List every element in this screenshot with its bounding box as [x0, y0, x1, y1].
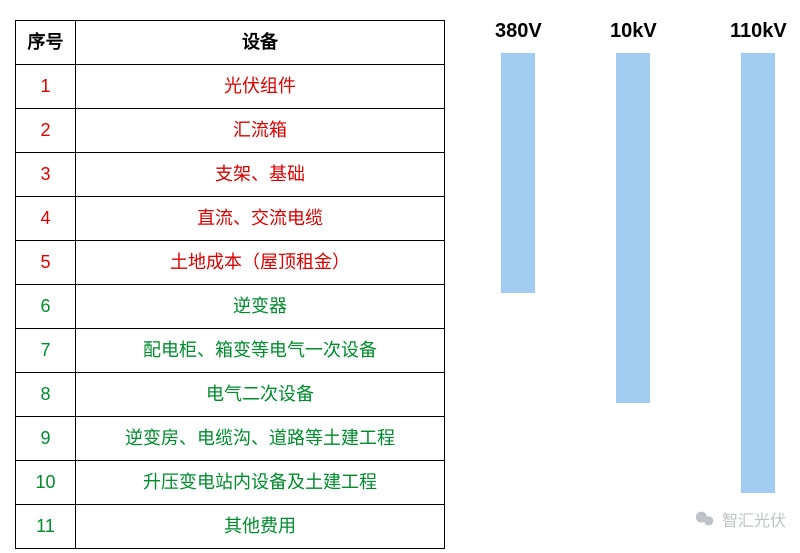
bar-label: 380V — [495, 20, 542, 43]
cell-equipment: 逆变器 — [76, 285, 445, 329]
cell-index: 6 — [16, 285, 76, 329]
bar — [616, 53, 650, 403]
cell-equipment: 其他费用 — [76, 505, 445, 549]
table-row: 11其他费用 — [16, 505, 445, 549]
watermark-text: 智汇光伏 — [722, 507, 786, 531]
cell-index: 3 — [16, 153, 76, 197]
voltage-bar-chart: 380V 10kV 110kV — [465, 20, 790, 543]
bar-column: 110kV — [730, 20, 787, 493]
cell-equipment: 电气二次设备 — [76, 373, 445, 417]
bar-column: 10kV — [610, 20, 657, 403]
equipment-table-wrap: 序号 设备 1光伏组件2汇流箱3支架、基础4直流、交流电缆5土地成本（屋顶租金）… — [15, 20, 445, 543]
bar-label: 10kV — [610, 20, 657, 43]
table-header-row: 序号 设备 — [16, 21, 445, 65]
wechat-icon — [694, 508, 716, 530]
bar-column: 380V — [495, 20, 542, 293]
cell-index: 11 — [16, 505, 76, 549]
table-row: 4直流、交流电缆 — [16, 197, 445, 241]
cell-index: 4 — [16, 197, 76, 241]
root: 序号 设备 1光伏组件2汇流箱3支架、基础4直流、交流电缆5土地成本（屋顶租金）… — [0, 0, 800, 553]
table-row: 8电气二次设备 — [16, 373, 445, 417]
voltage-chart-wrap: 380V 10kV 110kV — [445, 20, 790, 543]
table-row: 10升压变电站内设备及土建工程 — [16, 461, 445, 505]
cell-equipment: 支架、基础 — [76, 153, 445, 197]
table-row: 5土地成本（屋顶租金） — [16, 241, 445, 285]
table-row: 6逆变器 — [16, 285, 445, 329]
cell-equipment: 汇流箱 — [76, 109, 445, 153]
cell-index: 10 — [16, 461, 76, 505]
bar — [741, 53, 775, 493]
cell-index: 7 — [16, 329, 76, 373]
watermark: 智汇光伏 — [694, 507, 786, 531]
cell-equipment: 配电柜、箱变等电气一次设备 — [76, 329, 445, 373]
header-equipment: 设备 — [76, 21, 445, 65]
cell-index: 8 — [16, 373, 76, 417]
cell-equipment: 土地成本（屋顶租金） — [76, 241, 445, 285]
table-row: 3支架、基础 — [16, 153, 445, 197]
table-row: 7配电柜、箱变等电气一次设备 — [16, 329, 445, 373]
cell-index: 2 — [16, 109, 76, 153]
cell-equipment: 逆变房、电缆沟、道路等土建工程 — [76, 417, 445, 461]
equipment-table: 序号 设备 1光伏组件2汇流箱3支架、基础4直流、交流电缆5土地成本（屋顶租金）… — [15, 20, 445, 549]
bar — [501, 53, 535, 293]
cell-equipment: 光伏组件 — [76, 65, 445, 109]
table-row: 9逆变房、电缆沟、道路等土建工程 — [16, 417, 445, 461]
cell-index: 9 — [16, 417, 76, 461]
table-row: 2汇流箱 — [16, 109, 445, 153]
table-row: 1光伏组件 — [16, 65, 445, 109]
bar-label: 110kV — [730, 20, 787, 43]
header-index: 序号 — [16, 21, 76, 65]
cell-equipment: 升压变电站内设备及土建工程 — [76, 461, 445, 505]
cell-equipment: 直流、交流电缆 — [76, 197, 445, 241]
cell-index: 1 — [16, 65, 76, 109]
cell-index: 5 — [16, 241, 76, 285]
